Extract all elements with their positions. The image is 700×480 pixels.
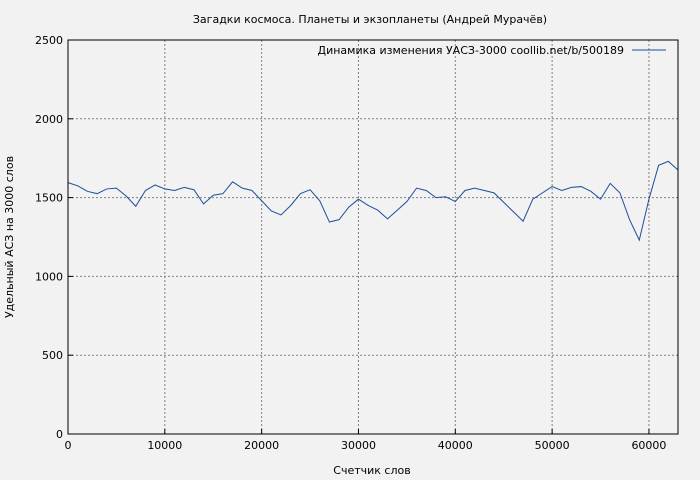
x-tick-label: 0 — [65, 439, 72, 452]
y-tick-label: 2500 — [35, 34, 63, 47]
x-axis-label: Счетчик слов — [333, 464, 410, 477]
ticks: 0 10000 20000 30000 40000 50000 60000 0 500 1000 1… — [35, 34, 666, 452]
x-tick-label: 40000 — [438, 439, 473, 452]
x-tick-label: 60000 — [631, 439, 666, 452]
legend: Динамика изменения УАСЗ-3000 coollib.net… — [318, 44, 666, 57]
x-tick-label: 20000 — [244, 439, 279, 452]
grid — [68, 40, 678, 434]
chart-title: Загадки космоса. Планеты и экзопланеты (… — [193, 13, 547, 26]
x-tick-label: 10000 — [147, 439, 182, 452]
y-tick-label: 500 — [42, 349, 63, 362]
series-line — [67, 160, 679, 242]
x-tick-label: 50000 — [535, 439, 570, 452]
y-tick-label: 0 — [56, 428, 63, 441]
y-axis-label: Удельный АСЗ на 3000 слов — [3, 156, 16, 318]
x-tick-label: 30000 — [341, 439, 376, 452]
plot-frame — [67, 39, 679, 435]
legend-label: Динамика изменения УАСЗ-3000 coollib.net… — [318, 44, 625, 57]
y-tick-label: 1500 — [35, 192, 63, 205]
y-tick-label: 1000 — [35, 270, 63, 283]
y-tick-label: 2000 — [35, 113, 63, 126]
series-layer — [67, 160, 679, 242]
plot-area — [68, 40, 678, 434]
